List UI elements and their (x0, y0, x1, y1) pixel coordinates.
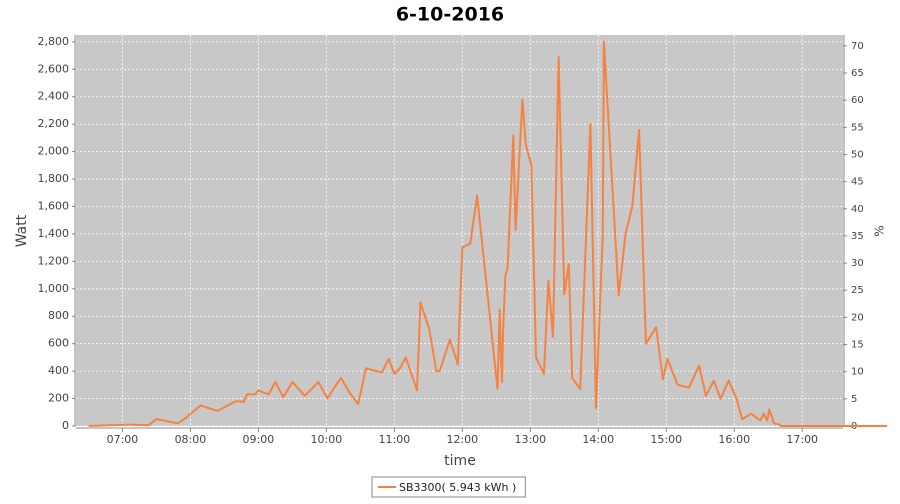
x-tick-label: 08:00 (175, 433, 207, 446)
y-tick-label: 2,600 (38, 62, 70, 75)
y2-tick-label: 40 (851, 204, 864, 215)
y-tick-label: 400 (48, 364, 69, 377)
y2-tick-label: 55 (851, 122, 864, 133)
y2-tick-label: 30 (851, 258, 864, 269)
x-axis-label: time (444, 453, 476, 469)
y2-tick-label: 45 (851, 177, 864, 188)
y-tick-label: 200 (48, 392, 69, 405)
legend-box (371, 476, 526, 498)
legend: SB3300( 5.943 kWh ) (371, 476, 526, 498)
y-tick-label: 600 (48, 337, 69, 350)
y2-tick-label: 15 (851, 340, 864, 351)
y-tick-label: 1,400 (38, 227, 70, 240)
y-tick-label: 0 (62, 419, 69, 432)
y-tick-label: 1,200 (38, 254, 70, 267)
y-tick-label: 2,400 (38, 90, 70, 103)
y2-tick-label: 50 (851, 149, 864, 160)
x-tick-label: 11:00 (379, 433, 411, 446)
y-tick-label: 1,000 (38, 282, 70, 295)
x-tick-label: 09:00 (243, 433, 275, 446)
y-tick-label: 1,600 (38, 199, 70, 212)
chart-title: 6-10-2016 (396, 4, 504, 26)
y2-tick-label: 25 (851, 285, 864, 296)
y-tick-label: 800 (48, 309, 69, 322)
x-tick-label: 14:00 (582, 433, 614, 446)
y2-tick-label: 35 (851, 231, 864, 242)
y-tick-label: 1,800 (38, 172, 70, 185)
y-tick-label: 2,200 (38, 117, 70, 130)
x-tick-label: 13:00 (514, 433, 546, 446)
plot-area (76, 35, 843, 426)
y2-tick-label: 70 (851, 41, 864, 52)
x-tick-label: 12:00 (446, 433, 478, 446)
legend-label: SB3300( 5.943 kWh ) (399, 481, 516, 494)
x-tick-label: 16:00 (718, 433, 750, 446)
x-tick-label: 10:00 (311, 433, 343, 446)
y-tick-label: 2,800 (38, 35, 70, 48)
y-tick-label: 2,000 (38, 145, 70, 158)
x-tick-label: 17:00 (786, 433, 818, 446)
y2-tick-label: 10 (851, 367, 864, 378)
y2-tick-label: 5 (851, 394, 857, 405)
y2-axis-label: % (873, 225, 887, 236)
x-tick-label: 07:00 (107, 433, 139, 446)
series-line (88, 40, 888, 427)
y2-tick-label: 60 (851, 95, 864, 106)
y2-tick-label: 20 (851, 312, 864, 323)
y-axis-label: Watt (14, 214, 30, 247)
x-tick-label: 15:00 (650, 433, 682, 446)
y2-tick-label: 65 (851, 68, 864, 79)
